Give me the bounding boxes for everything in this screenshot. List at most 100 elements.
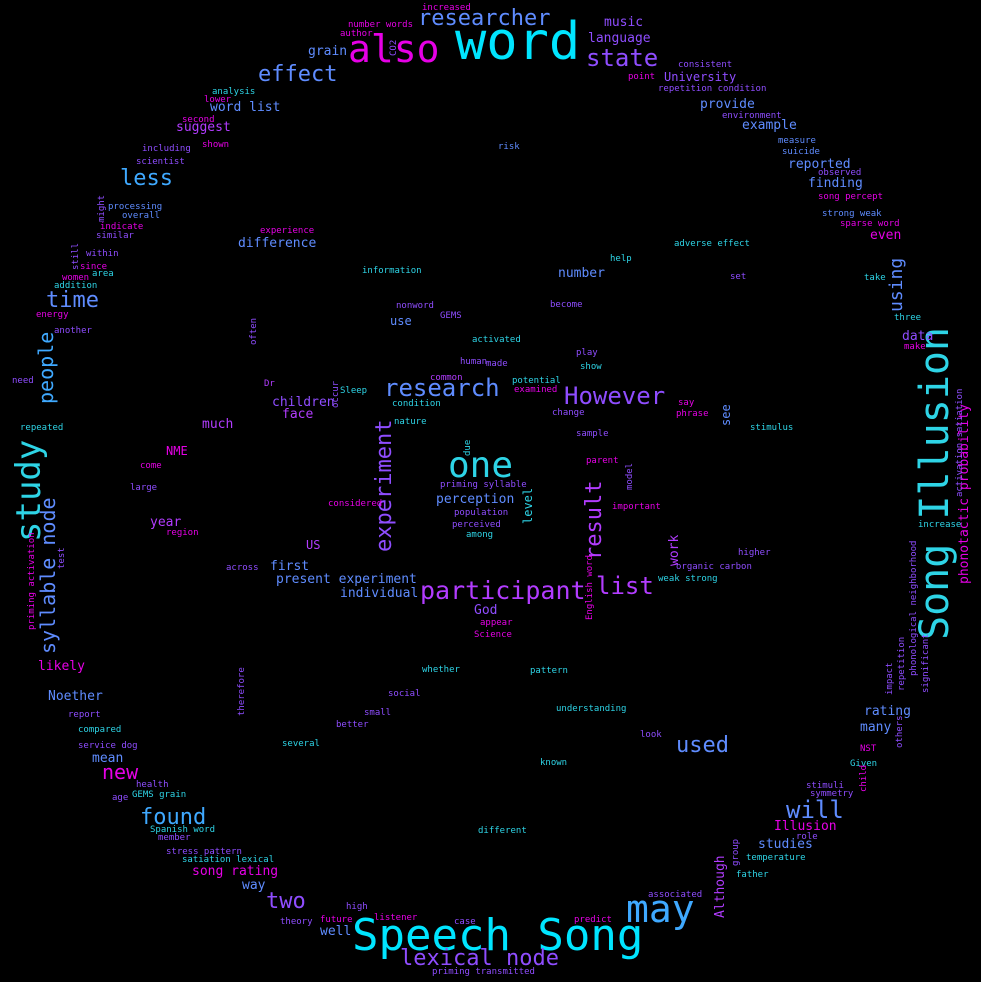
cloud-word: children	[272, 395, 335, 410]
cloud-word: nonword	[396, 301, 434, 311]
cloud-word: Spanish word	[150, 825, 216, 835]
cloud-word: set	[730, 272, 747, 282]
cloud-word: see	[719, 404, 733, 426]
cloud-word: need	[12, 376, 34, 386]
cloud-word: risk	[498, 142, 520, 152]
cloud-word: language	[588, 31, 651, 46]
cloud-word: rating	[864, 704, 911, 719]
cloud-word: one	[448, 445, 514, 486]
cloud-word: several	[282, 739, 320, 749]
cloud-word: among	[466, 530, 494, 540]
cloud-word: English word	[585, 554, 595, 620]
cloud-word: understanding	[556, 704, 627, 714]
cloud-word: shown	[202, 140, 230, 150]
cloud-word: father	[736, 870, 769, 880]
cloud-word: use	[390, 314, 412, 328]
cloud-word: large	[130, 483, 158, 493]
cloud-word: three	[894, 313, 922, 323]
cloud-word: point	[628, 72, 656, 82]
cloud-word: might	[97, 194, 107, 222]
cloud-word: adverse effect	[674, 239, 750, 249]
cloud-word: word	[455, 12, 581, 72]
cloud-word: become	[550, 300, 583, 310]
cloud-word: activated	[472, 335, 521, 345]
cloud-word: first	[270, 559, 310, 574]
cloud-word: repeated	[20, 423, 64, 433]
cloud-word: appear	[480, 618, 513, 628]
cloud-word: future	[320, 915, 353, 925]
cloud-word: suggest	[176, 120, 231, 135]
cloud-word: examined	[514, 385, 558, 395]
cloud-word: say	[678, 398, 695, 408]
cloud-word: addition	[54, 281, 98, 291]
cloud-word: participant	[420, 576, 586, 605]
cloud-word: Speech Song	[352, 910, 644, 961]
cloud-word: Science	[474, 630, 512, 640]
cloud-word: song percept	[818, 192, 884, 202]
cloud-word: phonological neighborhood	[909, 540, 919, 676]
cloud-word: compared	[78, 725, 122, 735]
cloud-word: well	[320, 924, 352, 939]
cloud-word: social	[388, 689, 421, 699]
cloud-word: due	[463, 439, 473, 456]
cloud-word: However	[564, 382, 666, 410]
cloud-word: Sleep	[340, 386, 368, 396]
cloud-word: priming syllable	[440, 480, 527, 490]
cloud-word: condition	[392, 399, 441, 409]
cloud-word: play	[576, 348, 598, 358]
cloud-word: present experiment	[276, 572, 417, 587]
cloud-word: reported	[788, 157, 851, 172]
cloud-word: organic carbon	[676, 562, 752, 572]
cloud-word: therefore	[237, 667, 247, 716]
cloud-word: women	[62, 273, 90, 283]
cloud-word: University	[664, 70, 737, 84]
cloud-word: Song Illusion	[912, 326, 958, 640]
cloud-word: using	[886, 257, 907, 312]
cloud-word: way	[242, 878, 266, 893]
cloud-word: priming transmitted	[432, 967, 535, 977]
cloud-word: come	[140, 461, 162, 471]
cloud-word: state	[586, 44, 659, 72]
cloud-word: number	[558, 266, 605, 281]
cloud-word: better	[336, 720, 369, 730]
cloud-word: group	[731, 838, 741, 866]
cloud-word: level	[521, 487, 535, 524]
cloud-word: GEMS grain	[132, 790, 187, 800]
cloud-word: US	[306, 538, 321, 552]
cloud-word: likely	[38, 659, 85, 674]
cloud-word: people	[34, 331, 58, 404]
cloud-word: others	[895, 715, 905, 748]
cloud-word: help	[610, 254, 632, 264]
cloud-word: number words	[348, 20, 414, 30]
cloud-word: high	[346, 902, 368, 912]
cloud-word: even	[870, 228, 902, 243]
cloud-word: different	[478, 826, 527, 836]
cloud-word: theory	[280, 917, 313, 927]
cloud-word: much	[202, 417, 234, 432]
cloud-word: satiation lexical	[182, 855, 275, 865]
cloud-word: indicate	[100, 222, 144, 232]
cloud-word: priming activation	[27, 532, 37, 630]
cloud-word: sparse word	[840, 219, 900, 229]
cloud-word: nature	[394, 417, 427, 427]
cloud-word: environment	[722, 111, 782, 121]
cloud-word: whether	[422, 665, 460, 675]
cloud-word: repetition condition	[658, 84, 767, 94]
cloud-word: research	[384, 374, 500, 402]
cloud-word: member	[158, 833, 191, 843]
cloud-word: known	[540, 758, 568, 768]
cloud-word: increased	[422, 3, 471, 13]
cloud-word: observed	[818, 168, 862, 178]
cloud-word: small	[364, 708, 392, 718]
cloud-word: may	[626, 887, 695, 931]
cloud-word: age	[112, 793, 129, 803]
cloud-word: word list	[210, 100, 281, 115]
cloud-word: song rating	[192, 864, 279, 879]
cloud-word: also	[348, 27, 440, 71]
cloud-word: lower	[204, 95, 232, 105]
cloud-word: individual	[340, 586, 419, 601]
cloud-word: will	[786, 796, 844, 824]
cloud-word: predict	[574, 915, 612, 925]
cloud-word: important	[612, 502, 661, 512]
cloud-word: considered	[328, 499, 383, 509]
